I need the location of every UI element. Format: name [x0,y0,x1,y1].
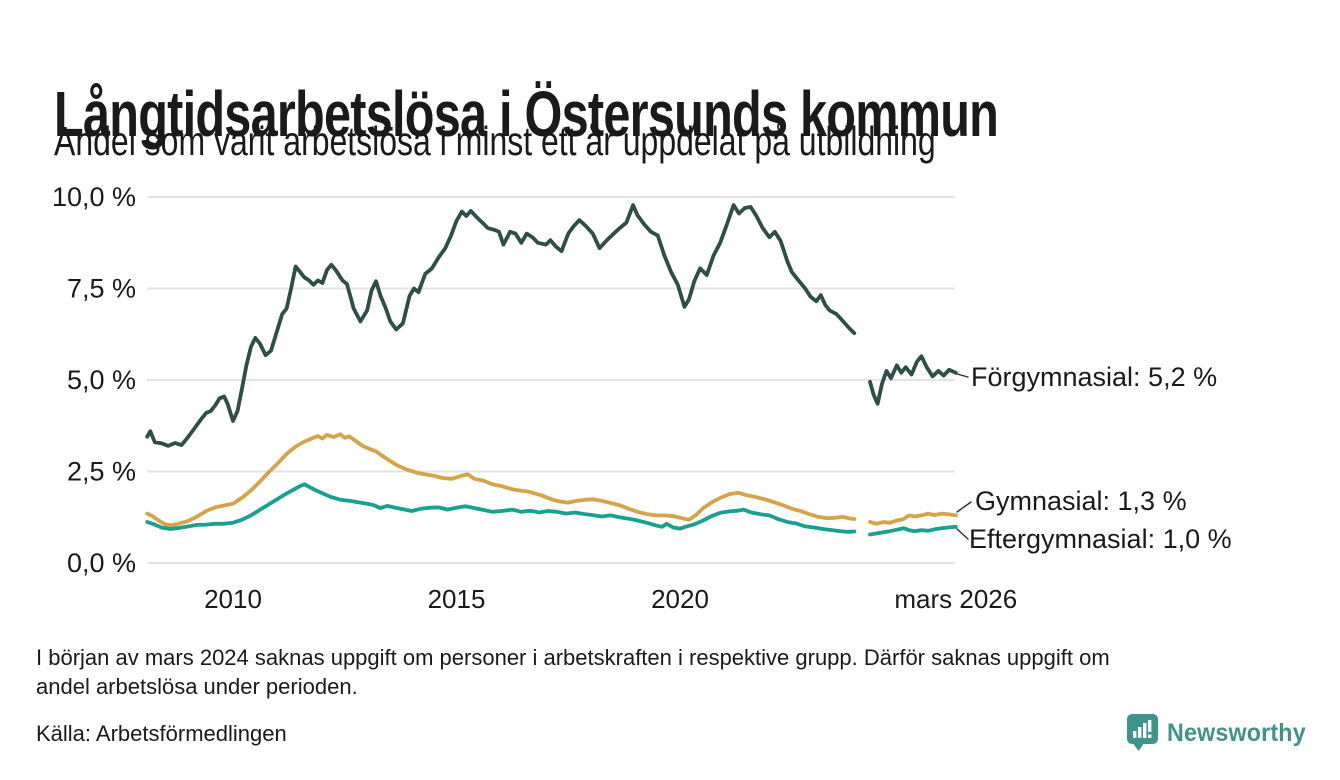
y-tick-label: 7,5 % [67,274,136,304]
y-axis-labels: 10,0 % 7,5 % 5,0 % 2,5 % 0,0 % [52,182,136,578]
y-tick-label: 2,5 % [67,457,136,487]
newsworthy-icon [1127,714,1158,751]
newsworthy-wordmark: Newsworthy [1167,718,1306,747]
x-tick-label: mars 2026 [894,584,1017,614]
page-title: Långtidsarbetslösa i Östersunds kommun [54,77,999,150]
x-tick-label: 2020 [651,584,709,614]
x-tick-label: 2015 [428,584,486,614]
y-tick-label: 5,0 % [67,365,136,395]
series-label-gymnasial: Gymnasial: 1,3 % [975,486,1187,516]
source-label: Källa: Arbetsförmedlingen [36,721,287,746]
series-line-gymnasial [145,432,958,528]
series-label-eftergymnasial: Eftergymnasial: 1,0 % [969,524,1232,554]
x-axis-labels: 2010 2015 2020 mars 2026 [204,584,1017,614]
footnote-line2: andel arbetslösa under perioden. [36,673,358,699]
newsworthy-logo: Newsworthy [1126,712,1316,754]
series-line-förgymnasial [145,203,958,448]
footnote: I början av mars 2024 saknas uppgift om … [36,644,1306,701]
page-subtitle: Andel som varit arbetslösa i minst ett å… [54,118,936,164]
series-line-eftergymnasial [145,482,958,537]
footnote-line1: I början av mars 2024 saknas uppgift om … [36,645,1110,670]
y-tick-label: 10,0 % [52,182,136,212]
y-tick-label: 0,0 % [67,548,136,578]
label-connectors [956,373,972,540]
line-chart: 10,0 % 7,5 % 5,0 % 2,5 % 0,0 % 2010 2015 2020 ma… [52,182,1017,614]
gridlines [147,196,955,564]
x-tick-label: 2010 [204,584,262,614]
series-label-forgymnasial: Förgymnasial: 5,2 % [971,362,1218,392]
